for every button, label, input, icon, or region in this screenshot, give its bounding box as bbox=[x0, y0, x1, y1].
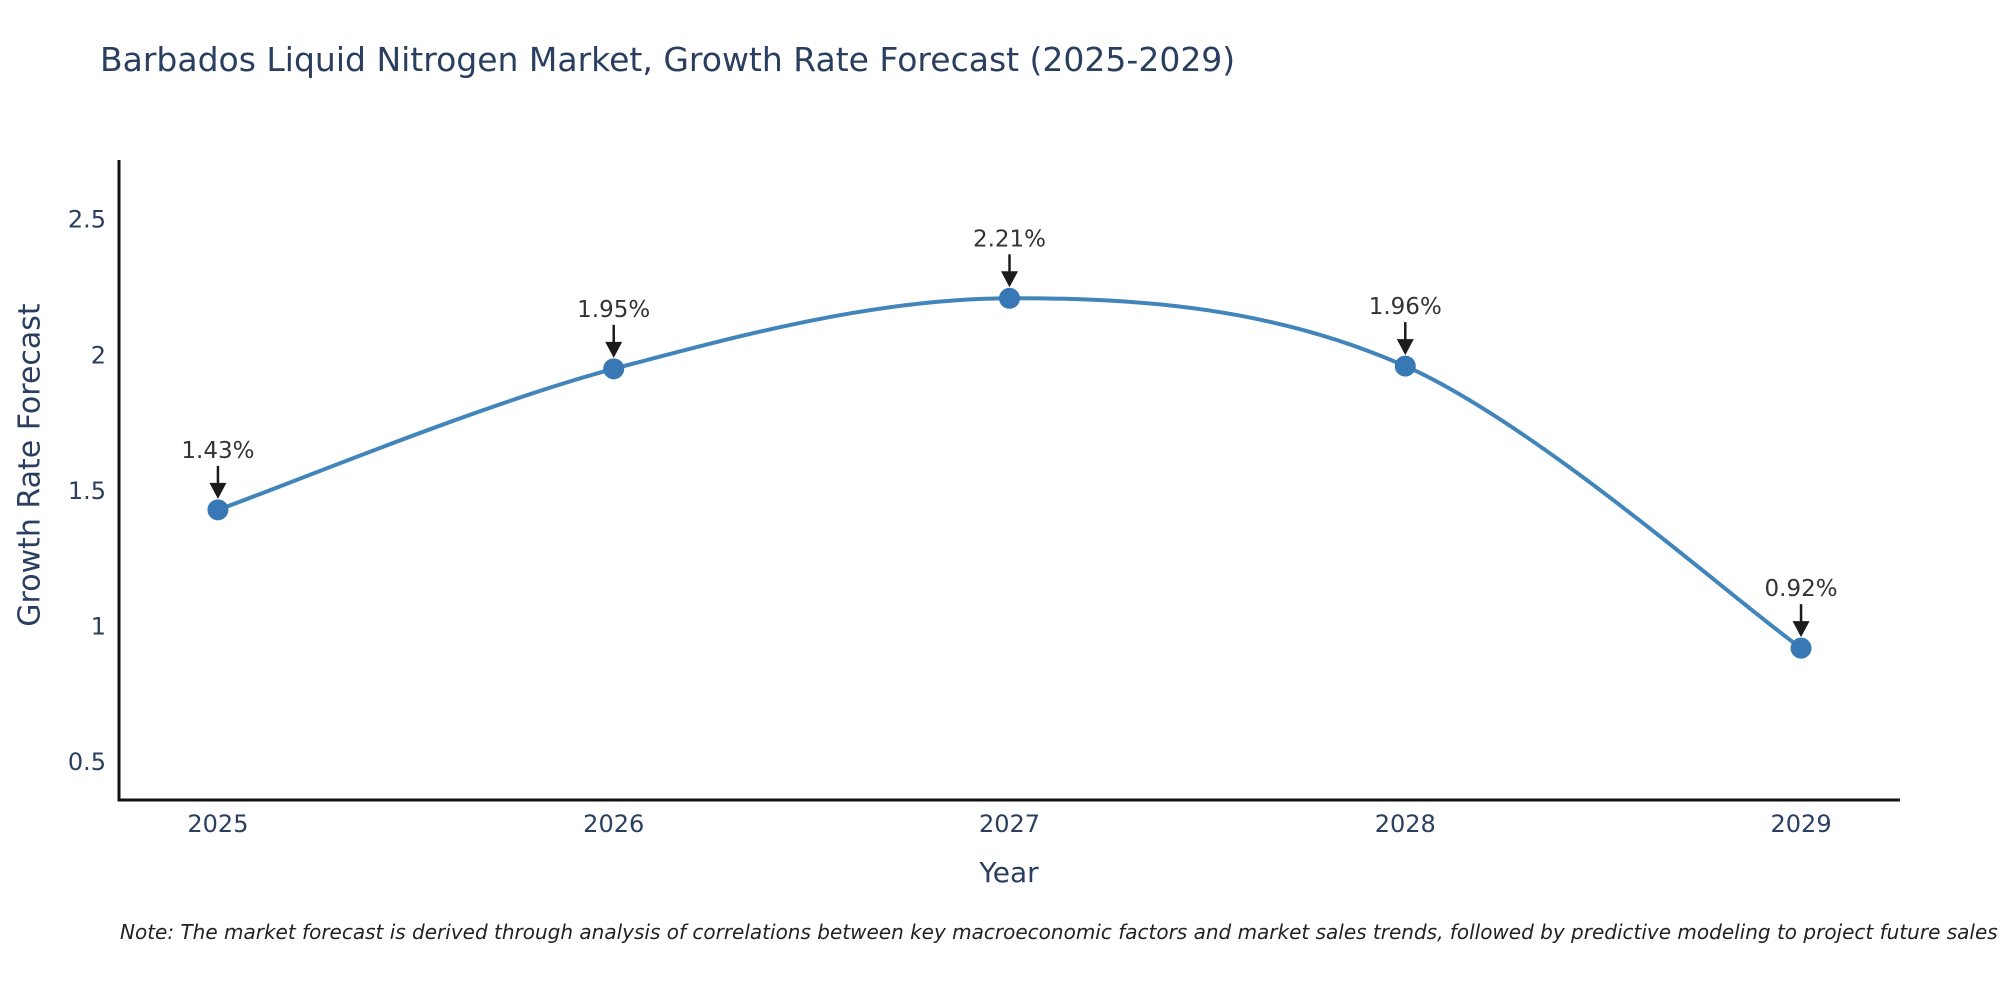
data-point-marker bbox=[1790, 637, 1812, 659]
y-tick-label: 2 bbox=[91, 341, 106, 369]
forecast-line bbox=[215, 296, 1804, 651]
annotation-arrowhead bbox=[1001, 271, 1018, 288]
x-axis-title: Year bbox=[979, 856, 1039, 889]
data-point-label: 1.96% bbox=[1369, 294, 1442, 320]
y-tick-label: 0.5 bbox=[68, 748, 106, 776]
chart-title: Barbados Liquid Nitrogen Market, Growth … bbox=[100, 40, 1236, 79]
data-point-label: 1.95% bbox=[577, 297, 650, 323]
data-point-marker bbox=[207, 499, 229, 521]
data-point-marker bbox=[603, 358, 625, 380]
annotation-arrowhead bbox=[605, 341, 623, 358]
annotation-arrowhead bbox=[1792, 621, 1810, 638]
annotation-arrowhead bbox=[1396, 339, 1414, 356]
annotation-arrowhead bbox=[209, 482, 227, 499]
x-tick-label: 2025 bbox=[187, 810, 248, 838]
data-point-label: 0.92% bbox=[1765, 576, 1838, 602]
x-tick-label: 2027 bbox=[979, 810, 1040, 838]
footnote: Note: The market forecast is derived thr… bbox=[120, 920, 1998, 944]
x-tick-label: 2026 bbox=[583, 810, 644, 838]
data-point-marker bbox=[999, 287, 1020, 309]
y-tick-label: 1.5 bbox=[68, 477, 106, 505]
data-point-label: 2.21% bbox=[973, 226, 1046, 252]
data-point-marker bbox=[1394, 355, 1416, 377]
y-tick-label: 1 bbox=[91, 612, 106, 640]
y-tick-label: 2.5 bbox=[68, 206, 106, 234]
x-tick-label: 2028 bbox=[1375, 810, 1436, 838]
x-tick-label: 2029 bbox=[1771, 810, 1832, 838]
data-point-label: 1.43% bbox=[181, 438, 254, 464]
